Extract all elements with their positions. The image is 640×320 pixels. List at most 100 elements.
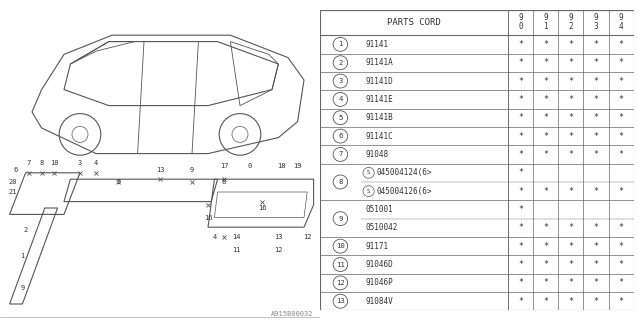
Text: 21: 21 <box>8 189 17 195</box>
Text: *: * <box>568 278 573 287</box>
Text: *: * <box>568 150 573 159</box>
Text: 9: 9 <box>190 167 194 172</box>
Text: 91046P: 91046P <box>365 278 393 287</box>
Text: 19: 19 <box>293 164 302 169</box>
Text: 91141E: 91141E <box>365 95 393 104</box>
Text: 7: 7 <box>27 160 31 166</box>
Text: 12: 12 <box>274 247 283 252</box>
Text: 91084V: 91084V <box>365 297 393 306</box>
Text: 6: 6 <box>14 167 18 172</box>
Text: 13: 13 <box>156 167 164 172</box>
Text: *: * <box>568 95 573 104</box>
Text: *: * <box>518 205 524 214</box>
Text: 11: 11 <box>232 247 241 252</box>
Text: 9
3: 9 3 <box>594 13 598 31</box>
Text: *: * <box>518 223 524 232</box>
Text: *: * <box>618 187 623 196</box>
Text: 0510042: 0510042 <box>365 223 398 232</box>
Text: 4: 4 <box>212 234 216 240</box>
Text: 6: 6 <box>338 133 342 139</box>
Text: *: * <box>518 260 524 269</box>
Text: 4: 4 <box>338 96 342 102</box>
Text: *: * <box>593 223 598 232</box>
Text: *: * <box>568 76 573 85</box>
Text: 91141B: 91141B <box>365 113 393 122</box>
Text: 10: 10 <box>336 243 345 249</box>
Text: 91141D: 91141D <box>365 76 393 85</box>
Text: 2: 2 <box>338 60 342 66</box>
Text: *: * <box>568 58 573 67</box>
FancyBboxPatch shape <box>320 10 634 310</box>
Text: *: * <box>568 132 573 140</box>
Text: *: * <box>593 76 598 85</box>
Text: 9
1: 9 1 <box>543 13 548 31</box>
Text: *: * <box>568 223 573 232</box>
Text: *: * <box>568 260 573 269</box>
Text: *: * <box>618 297 623 306</box>
Text: 5: 5 <box>116 180 120 185</box>
Text: *: * <box>593 113 598 122</box>
Text: *: * <box>543 150 548 159</box>
Text: 3: 3 <box>78 160 82 166</box>
Text: 5: 5 <box>338 115 342 121</box>
Text: *: * <box>518 113 524 122</box>
Text: *: * <box>518 168 524 177</box>
Text: 051001: 051001 <box>365 205 393 214</box>
Text: *: * <box>543 242 548 251</box>
Text: 045004126(6>: 045004126(6> <box>376 187 432 196</box>
Text: 8: 8 <box>338 179 342 185</box>
Text: 4: 4 <box>94 160 98 166</box>
Text: 8: 8 <box>40 160 44 166</box>
Text: 91046D: 91046D <box>365 260 393 269</box>
Text: 20: 20 <box>8 180 17 185</box>
Text: *: * <box>618 132 623 140</box>
Text: 12: 12 <box>303 234 312 240</box>
Text: *: * <box>618 40 623 49</box>
Text: *: * <box>568 297 573 306</box>
Text: 9
4: 9 4 <box>619 13 623 31</box>
Text: *: * <box>518 76 524 85</box>
Text: 12: 12 <box>336 280 345 286</box>
Text: *: * <box>518 278 524 287</box>
Text: PARTS CORD: PARTS CORD <box>387 18 441 27</box>
Text: 9
0: 9 0 <box>518 13 523 31</box>
Text: *: * <box>518 58 524 67</box>
Text: 13: 13 <box>274 234 283 240</box>
Text: *: * <box>543 40 548 49</box>
Text: S: S <box>367 170 370 175</box>
Text: *: * <box>618 58 623 67</box>
Text: 17: 17 <box>220 164 228 169</box>
Text: 13: 13 <box>336 298 345 304</box>
Text: *: * <box>568 242 573 251</box>
Text: *: * <box>593 260 598 269</box>
Text: *: * <box>518 132 524 140</box>
Text: *: * <box>593 297 598 306</box>
Text: 0: 0 <box>248 164 252 169</box>
Text: *: * <box>543 278 548 287</box>
Text: *: * <box>618 113 623 122</box>
Text: *: * <box>518 150 524 159</box>
Text: *: * <box>618 150 623 159</box>
Text: *: * <box>593 278 598 287</box>
Text: 11: 11 <box>336 261 345 268</box>
Text: 16: 16 <box>258 205 267 211</box>
Text: 16: 16 <box>204 215 212 220</box>
Text: *: * <box>543 95 548 104</box>
Text: *: * <box>593 150 598 159</box>
Text: *: * <box>568 113 573 122</box>
Text: *: * <box>543 58 548 67</box>
Text: 91141A: 91141A <box>365 58 393 67</box>
Text: 10: 10 <box>50 160 59 166</box>
Text: 1: 1 <box>338 41 342 47</box>
Text: *: * <box>543 113 548 122</box>
Text: *: * <box>618 76 623 85</box>
Text: 1: 1 <box>20 253 24 259</box>
Text: S: S <box>367 188 370 194</box>
Text: 7: 7 <box>338 151 342 157</box>
Text: *: * <box>593 187 598 196</box>
Text: *: * <box>518 242 524 251</box>
Text: *: * <box>518 95 524 104</box>
Text: 18: 18 <box>277 164 286 169</box>
Text: *: * <box>593 58 598 67</box>
Text: 91048: 91048 <box>365 150 388 159</box>
